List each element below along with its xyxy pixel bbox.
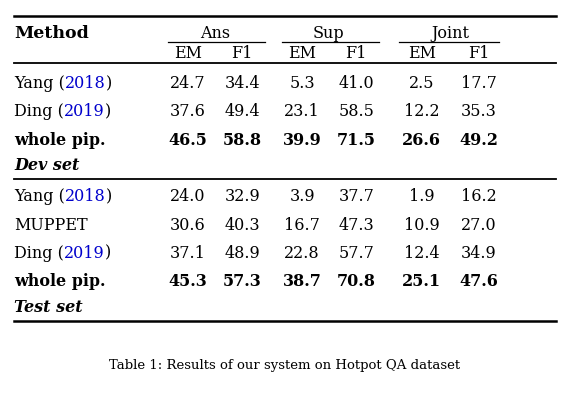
Text: 2018: 2018 — [65, 188, 106, 205]
Text: 40.3: 40.3 — [225, 217, 260, 234]
Text: 26.6: 26.6 — [402, 132, 441, 149]
Text: whole pip.: whole pip. — [14, 132, 106, 149]
Text: 12.4: 12.4 — [404, 245, 439, 262]
Text: 37.7: 37.7 — [339, 188, 374, 205]
Text: 32.9: 32.9 — [225, 188, 260, 205]
Text: Ans: Ans — [200, 25, 230, 42]
Text: Ding (: Ding ( — [14, 245, 64, 262]
Text: F1: F1 — [468, 45, 490, 62]
Text: 2018: 2018 — [65, 75, 106, 92]
Text: 1.9: 1.9 — [409, 188, 434, 205]
Text: Joint: Joint — [431, 25, 469, 42]
Text: 47.3: 47.3 — [339, 217, 374, 234]
Text: 22.8: 22.8 — [284, 245, 320, 262]
Text: 27.0: 27.0 — [461, 217, 496, 234]
Text: 70.8: 70.8 — [337, 273, 376, 290]
Text: EM: EM — [174, 45, 202, 62]
Text: Sup: Sup — [313, 25, 345, 42]
Text: 30.6: 30.6 — [170, 217, 206, 234]
Text: Table 1: Results of our system on Hotpot QA dataset: Table 1: Results of our system on Hotpot… — [109, 359, 461, 372]
Text: EM: EM — [288, 45, 316, 62]
Text: F1: F1 — [345, 45, 367, 62]
Text: 25.1: 25.1 — [402, 273, 441, 290]
Text: Yang (: Yang ( — [14, 75, 65, 92]
Text: Yang (: Yang ( — [14, 188, 65, 205]
Text: 16.7: 16.7 — [284, 217, 320, 234]
Text: 35.3: 35.3 — [461, 103, 496, 120]
Text: 16.2: 16.2 — [461, 188, 496, 205]
Text: 41.0: 41.0 — [339, 75, 374, 92]
Text: EM: EM — [408, 45, 436, 62]
Text: 34.9: 34.9 — [461, 245, 496, 262]
Text: 2019: 2019 — [64, 103, 105, 120]
Text: 58.8: 58.8 — [223, 132, 262, 149]
Text: ): ) — [105, 103, 111, 120]
Text: 48.9: 48.9 — [225, 245, 260, 262]
Text: 58.5: 58.5 — [339, 103, 374, 120]
Text: 2019: 2019 — [64, 245, 105, 262]
Text: 37.1: 37.1 — [170, 245, 206, 262]
Text: 45.3: 45.3 — [169, 273, 207, 290]
Text: 46.5: 46.5 — [169, 132, 207, 149]
Text: Ding (: Ding ( — [14, 103, 64, 120]
Text: 71.5: 71.5 — [337, 132, 376, 149]
Text: 57.3: 57.3 — [223, 273, 262, 290]
Text: whole pip.: whole pip. — [14, 273, 106, 290]
Text: ): ) — [106, 188, 112, 205]
Text: 49.2: 49.2 — [459, 132, 498, 149]
Text: 24.7: 24.7 — [170, 75, 206, 92]
Text: MUPPET: MUPPET — [14, 217, 88, 234]
Text: 39.9: 39.9 — [283, 132, 321, 149]
Text: Dev set: Dev set — [14, 157, 80, 174]
Text: 2.5: 2.5 — [409, 75, 434, 92]
Text: 10.9: 10.9 — [404, 217, 439, 234]
Text: 23.1: 23.1 — [284, 103, 320, 120]
Text: Method: Method — [14, 25, 89, 42]
Text: 57.7: 57.7 — [339, 245, 374, 262]
Text: 17.7: 17.7 — [461, 75, 496, 92]
Text: 34.4: 34.4 — [225, 75, 260, 92]
Text: ): ) — [106, 75, 112, 92]
Text: 37.6: 37.6 — [170, 103, 206, 120]
Text: Test set: Test set — [14, 299, 83, 316]
Text: F1: F1 — [231, 45, 253, 62]
Text: 12.2: 12.2 — [404, 103, 439, 120]
Text: 24.0: 24.0 — [170, 188, 206, 205]
Text: ): ) — [105, 245, 111, 262]
Text: 49.4: 49.4 — [225, 103, 260, 120]
Text: 38.7: 38.7 — [283, 273, 321, 290]
Text: 3.9: 3.9 — [290, 188, 315, 205]
Text: 47.6: 47.6 — [459, 273, 498, 290]
Text: 5.3: 5.3 — [290, 75, 315, 92]
